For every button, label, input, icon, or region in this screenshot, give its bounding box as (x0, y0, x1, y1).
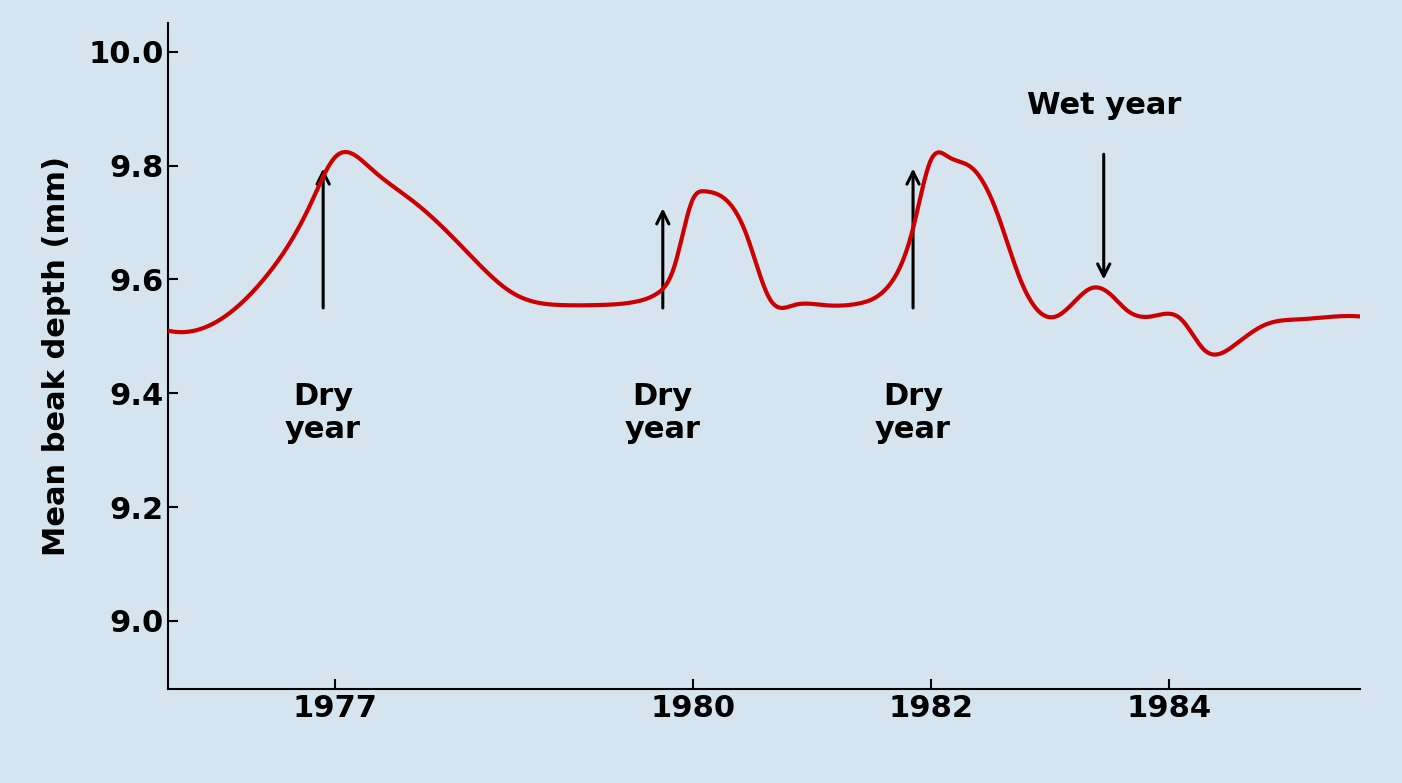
Text: Wet year: Wet year (1026, 91, 1180, 121)
Text: Dry
year: Dry year (285, 382, 362, 445)
Text: Dry
year: Dry year (625, 382, 701, 445)
Text: Dry
year: Dry year (875, 382, 951, 445)
Y-axis label: Mean beak depth (mm): Mean beak depth (mm) (42, 157, 72, 556)
